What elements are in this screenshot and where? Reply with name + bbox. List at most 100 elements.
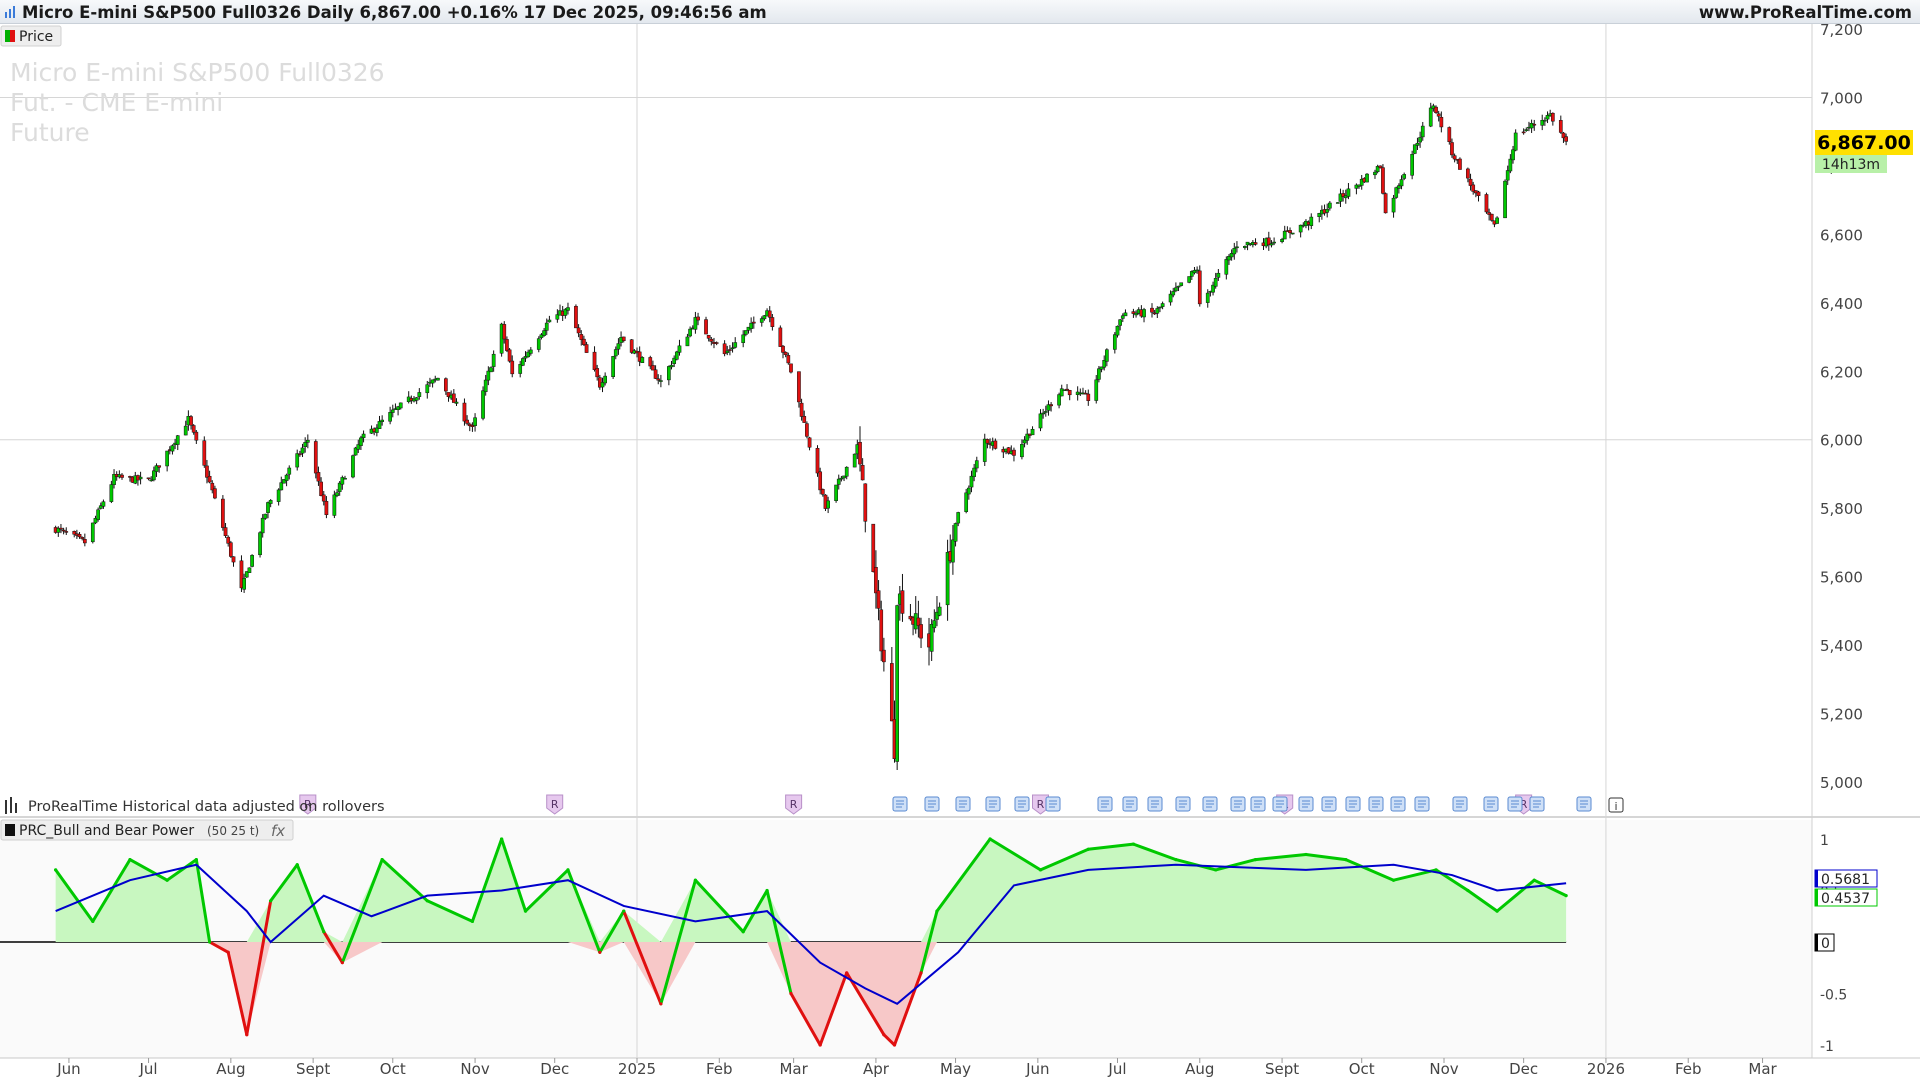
rollover-marker[interactable]: R (299, 794, 317, 815)
document-icon[interactable] (892, 796, 908, 812)
document-icon[interactable] (1122, 796, 1138, 812)
candle (584, 341, 589, 353)
candle (298, 450, 302, 457)
chart-canvas[interactable]: Micro E-mini S&P500 Full0326 Fut. - CME … (0, 24, 1920, 1080)
candle (966, 485, 971, 500)
document-icon[interactable] (1045, 796, 1061, 812)
document-icon[interactable] (1483, 796, 1499, 812)
candle (1012, 447, 1016, 462)
document-icon[interactable] (1272, 796, 1288, 812)
x-tick-17: Nov (1429, 1060, 1458, 1078)
document-icon[interactable] (1321, 796, 1337, 812)
candle (154, 463, 159, 477)
candle (1521, 128, 1526, 135)
document-icon[interactable] (955, 796, 971, 812)
candle (836, 474, 841, 490)
document-icon[interactable] (1097, 796, 1113, 812)
rollover-marker[interactable]: R (546, 794, 564, 815)
candle (451, 389, 456, 403)
candle (340, 475, 345, 490)
document-icon[interactable] (1507, 796, 1523, 812)
candle (398, 402, 403, 410)
candle (889, 647, 894, 722)
candle (1394, 186, 1399, 199)
power-point (322, 930, 326, 934)
candle (1243, 245, 1247, 250)
candle (170, 444, 175, 455)
candle (528, 347, 533, 356)
candle (685, 333, 690, 347)
candle (1543, 117, 1547, 126)
candle (895, 604, 900, 771)
candle (805, 421, 809, 439)
candle (202, 436, 207, 468)
candle (356, 439, 361, 453)
document-icon[interactable] (1576, 796, 1592, 812)
power-segment (659, 878, 697, 1006)
candle (945, 539, 950, 621)
candle (820, 488, 825, 497)
candle (1041, 408, 1046, 419)
document-icon[interactable] (1250, 796, 1266, 812)
rollover-marker[interactable]: R (1032, 794, 1049, 815)
x-tick-3: Sept (296, 1060, 330, 1078)
power-value: 0.4537 (1821, 891, 1870, 907)
document-icon[interactable] (985, 796, 1001, 812)
document-icon[interactable] (1529, 796, 1545, 812)
rollover-marker[interactable]: R (785, 794, 803, 815)
power-point (1304, 852, 1308, 857)
price-legend[interactable]: Price (0, 25, 62, 47)
candle (149, 476, 154, 482)
candle (1381, 164, 1385, 195)
power-point (340, 961, 344, 965)
candle (667, 365, 671, 386)
candle (324, 496, 329, 519)
candle (96, 507, 100, 522)
candle (332, 490, 337, 519)
candle (882, 637, 886, 672)
document-icon[interactable] (1414, 796, 1430, 812)
candle (592, 346, 597, 372)
candle (637, 346, 642, 367)
document-icon[interactable] (1014, 796, 1030, 812)
document-icon[interactable] (1202, 796, 1218, 812)
candle (1564, 133, 1568, 146)
document-icon[interactable] (1175, 796, 1191, 812)
candle (542, 327, 546, 337)
site-link[interactable]: www.ProRealTime.com (1698, 3, 1912, 22)
price-legend-icon (5, 30, 10, 42)
candle (574, 304, 578, 329)
candle (1216, 269, 1221, 281)
document-icon[interactable] (1298, 796, 1314, 812)
document-icon[interactable] (1368, 796, 1384, 812)
event-markers[interactable]: RRRRRR (299, 794, 1592, 815)
candle (1205, 289, 1210, 308)
indicator-legend-label: PRC_Bull and Bear Power (19, 823, 194, 839)
power-point (128, 858, 132, 862)
candle (603, 372, 607, 386)
power-segment (470, 837, 504, 923)
candle (1272, 237, 1276, 246)
document-icon[interactable] (1452, 796, 1468, 812)
document-icon[interactable] (1147, 796, 1163, 812)
document-icon[interactable] (924, 796, 940, 812)
document-icon[interactable] (1230, 796, 1246, 812)
info-button[interactable]: i (1608, 797, 1624, 813)
candle (844, 466, 849, 480)
document-icon[interactable] (1345, 796, 1361, 812)
fx-icon[interactable]: fx (271, 822, 285, 840)
candle (547, 315, 552, 323)
candle (688, 326, 692, 338)
candle (1540, 114, 1545, 131)
candle (56, 526, 61, 537)
indicator-legend[interactable]: PRC_Bull and Bear Power (50 25 t) fx (0, 819, 294, 841)
candle (1189, 270, 1194, 280)
candle (523, 351, 528, 362)
document-icon[interactable] (1390, 796, 1406, 812)
power-segment (380, 858, 429, 903)
candle (709, 336, 714, 346)
candle (1357, 184, 1361, 189)
candle (786, 352, 791, 365)
candle (146, 477, 151, 481)
symbol-watermark: Micro E-mini S&P500 Full0326 Fut. - CME … (10, 58, 385, 147)
